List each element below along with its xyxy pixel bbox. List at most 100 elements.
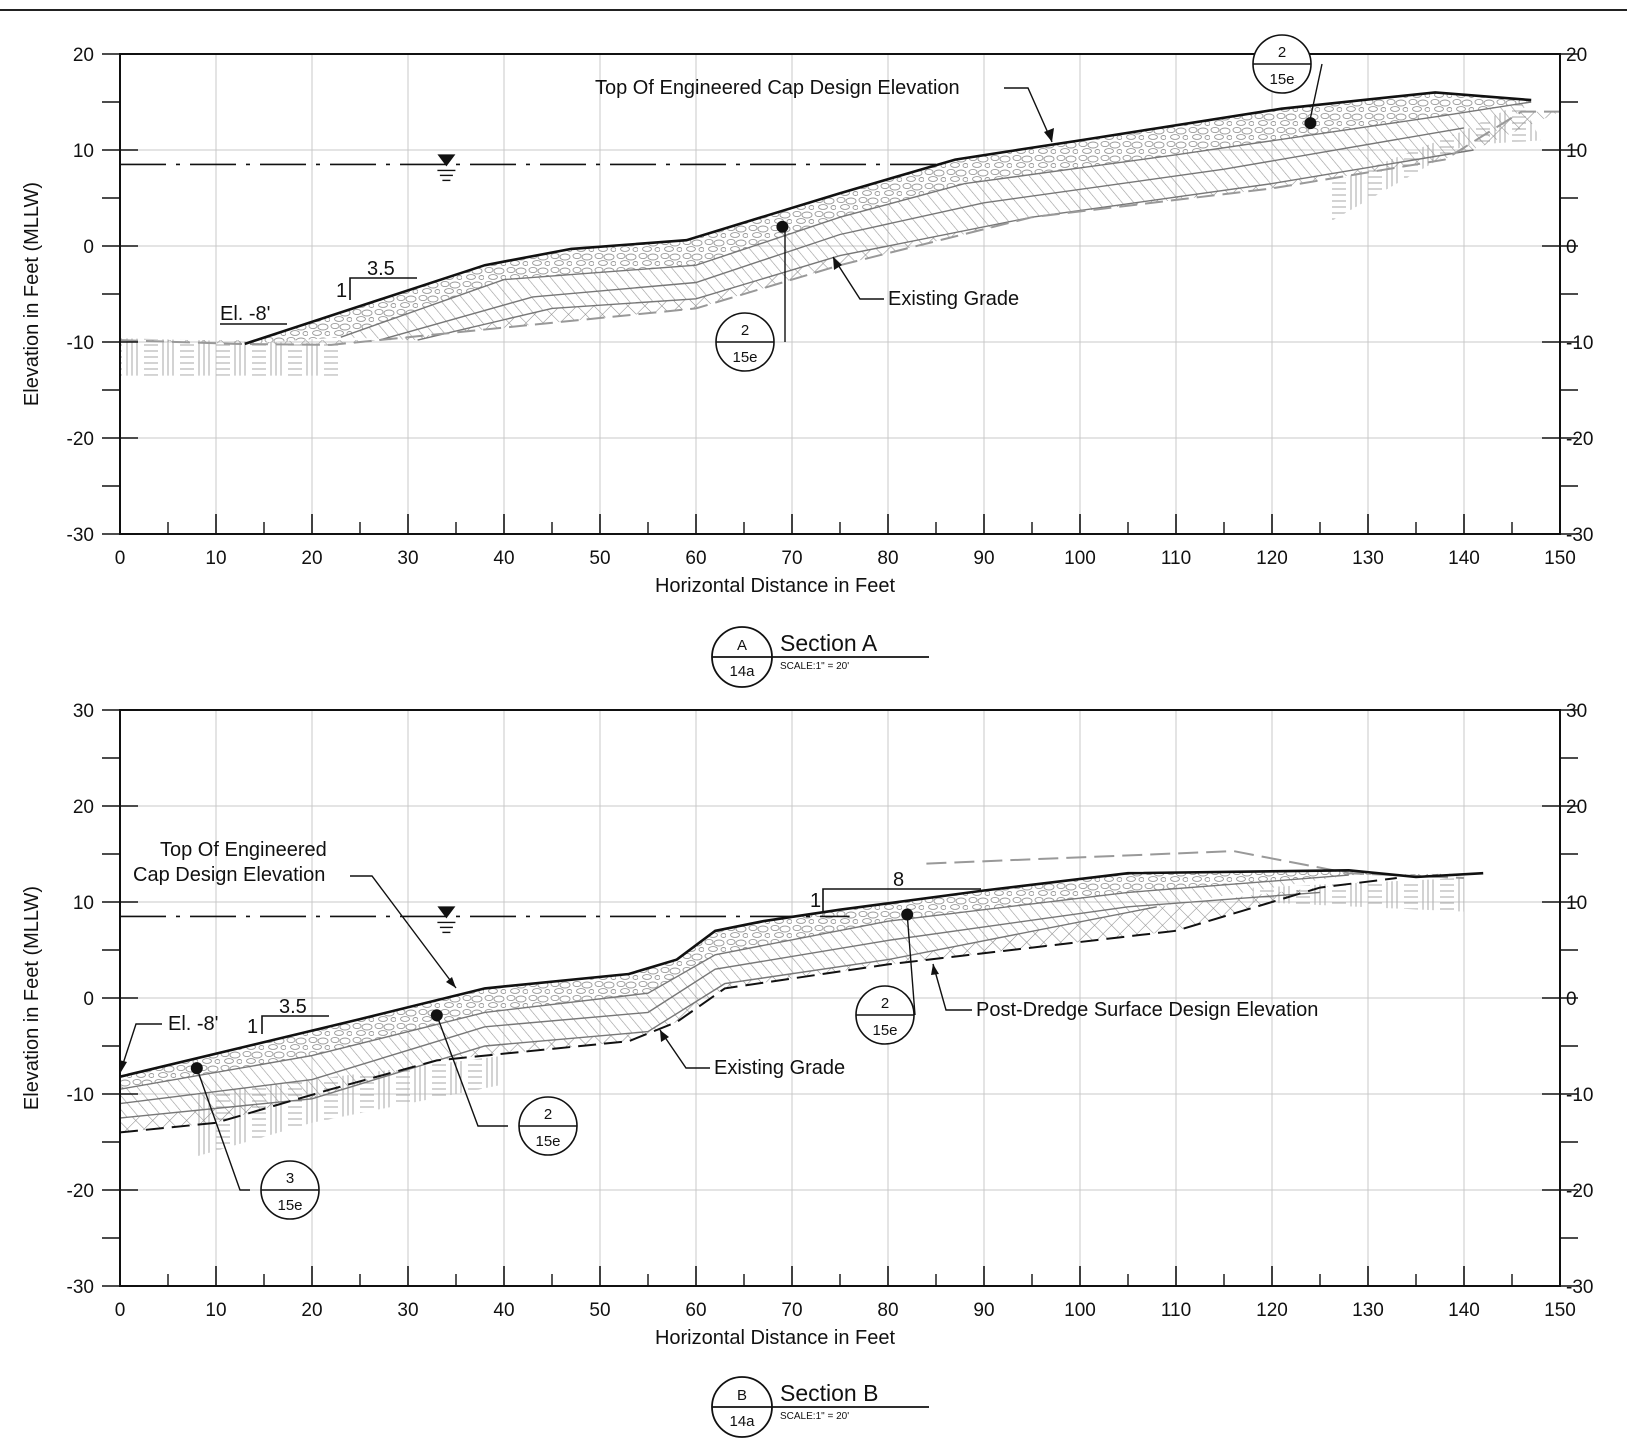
x-tick-label: 150: [1544, 1300, 1576, 1321]
x-tick-label: 0: [115, 1300, 126, 1321]
callout-bottom-text: 15e: [1269, 71, 1294, 88]
callout-bottom-text: 15e: [535, 1133, 560, 1150]
y-tick-label-left: -20: [67, 1181, 94, 1202]
section-b-title-block: B 14a Section B SCALE:1" = 20': [711, 1376, 929, 1438]
section-b-existing-grade-line: [119, 877, 1397, 1134]
y-tick-label-right: 30: [1566, 701, 1587, 722]
section-a-bedrock-left: [120, 338, 341, 376]
section-b-layer-line-3: [119, 906, 1157, 1119]
section-a-existing-grade-label: Existing Grade: [888, 288, 1019, 310]
section-a-cap-top-line: [244, 91, 1532, 346]
section-a-layers: [119, 91, 1560, 376]
y-tick-label-right: -20: [1566, 1181, 1593, 1202]
section-a-armor-rock-layer: [244, 92, 1532, 344]
y-tick-label-right: 0: [1566, 237, 1577, 258]
x-tick-label: 40: [493, 548, 514, 569]
section-b-slope-rise-1: 1: [247, 1016, 258, 1038]
section-a-title: Section A: [780, 630, 878, 656]
section-a-y-axis-label: Elevation in Feet (MLLW): [21, 182, 43, 406]
x-tick-label: 90: [973, 548, 994, 569]
section-b-existing-arrow: [660, 1030, 669, 1042]
section-a-callouts: 2 15e 2 15e: [715, 34, 1323, 372]
section-a-layer-line-2: [379, 127, 1465, 341]
y-tick-label-left: -20: [67, 429, 94, 450]
y-tick-label-right: 0: [1566, 989, 1577, 1010]
x-tick-label: 100: [1064, 1300, 1096, 1321]
section-b-diagonal-hatch-layer: [120, 875, 1349, 1118]
x-tick-label: 110: [1161, 548, 1191, 569]
section-b-slope-indicator-2: [822, 888, 981, 912]
callout-bottom-text: 15e: [277, 1197, 302, 1214]
section-b-elevation-arrow: [119, 1060, 127, 1072]
y-tick-label-right: -20: [1566, 429, 1593, 450]
water-level-symbol-icon: [437, 906, 456, 919]
x-tick-label: 120: [1256, 548, 1288, 569]
callout-top-text: 3: [286, 1170, 294, 1187]
callout-dot: [776, 220, 789, 233]
section-b-water-level: [120, 906, 850, 934]
section-a-existing-arrow: [833, 257, 842, 270]
y-tick-label-right: -10: [1566, 1085, 1593, 1106]
y-tick-label-right: 10: [1566, 141, 1587, 162]
section-b-existing-leader: [659, 1029, 710, 1069]
y-tick-label-right: 10: [1566, 893, 1587, 914]
water-level-symbol-icon: [437, 154, 456, 167]
x-tick-label: 10: [205, 1300, 226, 1321]
section-a-layer-line-1: [340, 101, 1532, 338]
callout-top-text: 2: [881, 995, 889, 1012]
section-b-grid: [119, 709, 1561, 1287]
section-b-elevation-leader: [120, 1023, 162, 1071]
section-b-layer-line-1: [119, 874, 1349, 1090]
section-b-callouts: 2 15e 3 15e 2 15e: [190, 908, 916, 1220]
y-tick-label-right: -10: [1566, 333, 1593, 354]
section-b-bedrock-right: [1252, 878, 1464, 912]
section-b-cap-label-line1: Top Of Engineered: [160, 839, 327, 861]
section-b-elevation-label: El. -8': [168, 1013, 219, 1035]
x-tick-label: 140: [1448, 548, 1480, 569]
section-b-dredge-arrow: [931, 964, 939, 975]
section-a-diagonal-hatch-layer: [340, 102, 1532, 341]
section-b-cap-label-line2: Cap Design Elevation: [133, 864, 325, 886]
y-tick-label-left: -30: [67, 1277, 94, 1298]
section-a-existing-leader: [832, 256, 884, 300]
callout-leader: [436, 1015, 508, 1127]
x-tick-label: 20: [301, 1300, 322, 1321]
section-b-slope-run-2: 8: [893, 869, 904, 891]
callout-top-text: 2: [544, 1106, 552, 1123]
section-a-elevation-label: El. -8': [220, 303, 271, 325]
x-tick-label: 80: [877, 548, 898, 569]
y-tick-label-left: -10: [67, 333, 94, 354]
y-tick-label-left: 20: [73, 797, 94, 818]
section-a-slope-run: 3.5: [367, 258, 395, 280]
x-tick-label: 110: [1161, 1300, 1191, 1321]
x-tick-label: 70: [781, 1300, 802, 1321]
section-b-cross-hatch-layer: [120, 878, 1397, 1133]
section-b-bedrock-left: [196, 1055, 505, 1157]
section-b-existing-grade-label: Existing Grade: [714, 1057, 845, 1079]
section-a-cap-arrow: [1044, 128, 1054, 142]
y-tick-label-right: 20: [1566, 797, 1587, 818]
section-a-title-block: A 14a Section A SCALE:1" = 20': [711, 626, 929, 688]
x-tick-label: 90: [973, 1300, 994, 1321]
section-b-bubble-top: B: [737, 1387, 747, 1404]
section-a-slope-indicator: [349, 277, 417, 300]
section-a-x-axis-label: Horizontal Distance in Feet: [655, 575, 896, 597]
y-tick-label-left: 10: [73, 893, 94, 914]
section-b-cap-leader: [350, 875, 457, 989]
x-tick-label: 60: [685, 548, 706, 569]
callout-dot: [901, 908, 914, 921]
x-tick-label: 0: [115, 548, 126, 569]
section-b-title: Section B: [780, 1380, 878, 1406]
y-tick-label-left: 0: [83, 237, 94, 258]
x-tick-label: 30: [397, 548, 418, 569]
callout-dot: [190, 1062, 203, 1075]
section-b-x-axis-label: Horizontal Distance in Feet: [655, 1327, 896, 1349]
x-tick-label: 50: [589, 1300, 610, 1321]
callout-top-text: 2: [741, 322, 749, 339]
x-tick-label: 140: [1448, 1300, 1480, 1321]
x-tick-label: 10: [205, 548, 226, 569]
section-a-scale: SCALE:1" = 20': [780, 661, 849, 672]
